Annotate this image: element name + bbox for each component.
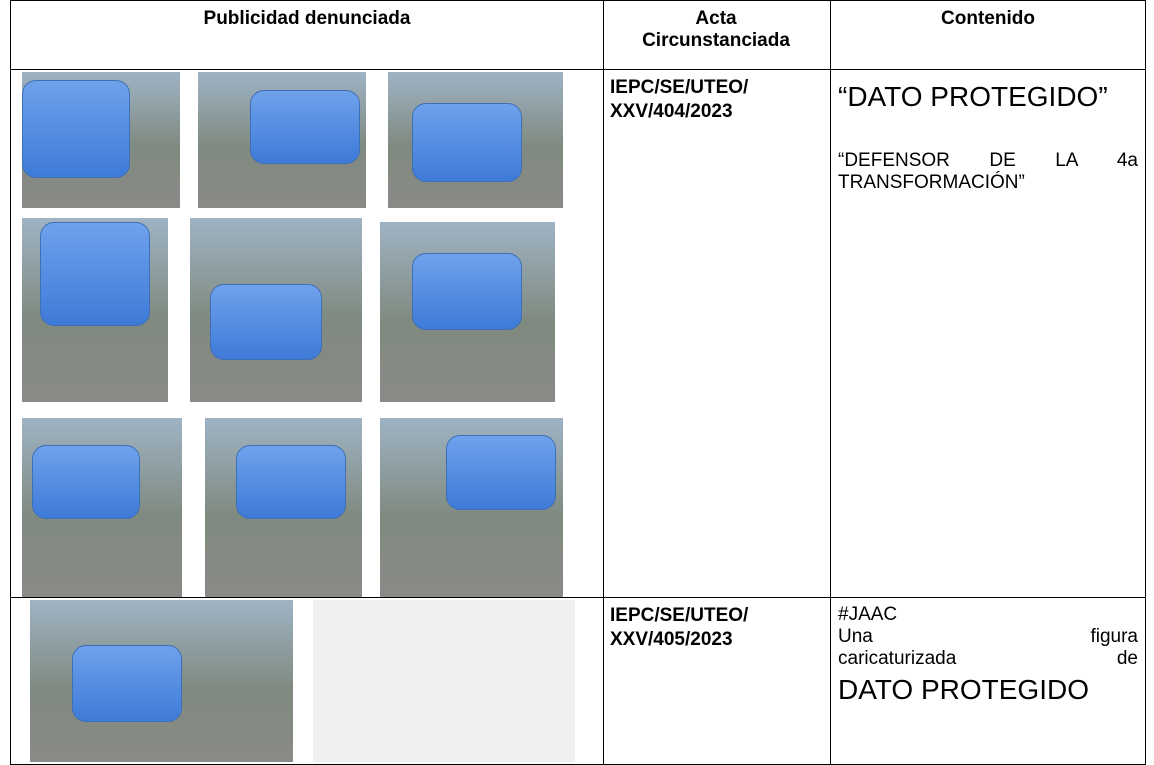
redaction-box bbox=[446, 435, 556, 510]
content-line: Una figura bbox=[838, 626, 1138, 647]
redaction-box bbox=[210, 284, 322, 360]
header-cell: Contenido bbox=[941, 8, 1035, 29]
rule bbox=[10, 0, 11, 765]
redaction-box bbox=[250, 90, 360, 164]
content-tag: #JAAC bbox=[838, 604, 898, 625]
acta: IEPC/SE/UTEO/ XXV/405/2023 bbox=[610, 605, 749, 650]
redaction-box bbox=[32, 445, 140, 519]
redaction-box bbox=[412, 103, 522, 182]
acta: IEPC/SE/UTEO/ XXV/404/2023 bbox=[610, 77, 749, 122]
content-small: “DEFENSOR DE LA 4a TRANSFORMACIÓN” bbox=[838, 150, 1138, 193]
redaction-box bbox=[22, 80, 130, 178]
rule bbox=[10, 0, 1146, 1]
redaction-box bbox=[412, 253, 522, 330]
header-cell: Publicidad denunciada bbox=[203, 8, 411, 29]
rule bbox=[1145, 0, 1146, 765]
content-big: “DATO PROTEGIDO” bbox=[838, 81, 1108, 112]
header-cell: Acta Circunstanciada bbox=[642, 8, 790, 51]
rule bbox=[10, 69, 1146, 70]
redaction-box bbox=[236, 445, 346, 519]
rule bbox=[830, 0, 831, 765]
content-line: caricaturizada de bbox=[838, 648, 1138, 669]
rule bbox=[10, 597, 1146, 598]
map-image bbox=[313, 600, 575, 762]
redaction-box bbox=[40, 222, 150, 326]
redaction-box bbox=[72, 645, 182, 722]
rule bbox=[603, 0, 604, 765]
content-big: DATO PROTEGIDO bbox=[838, 674, 1089, 705]
